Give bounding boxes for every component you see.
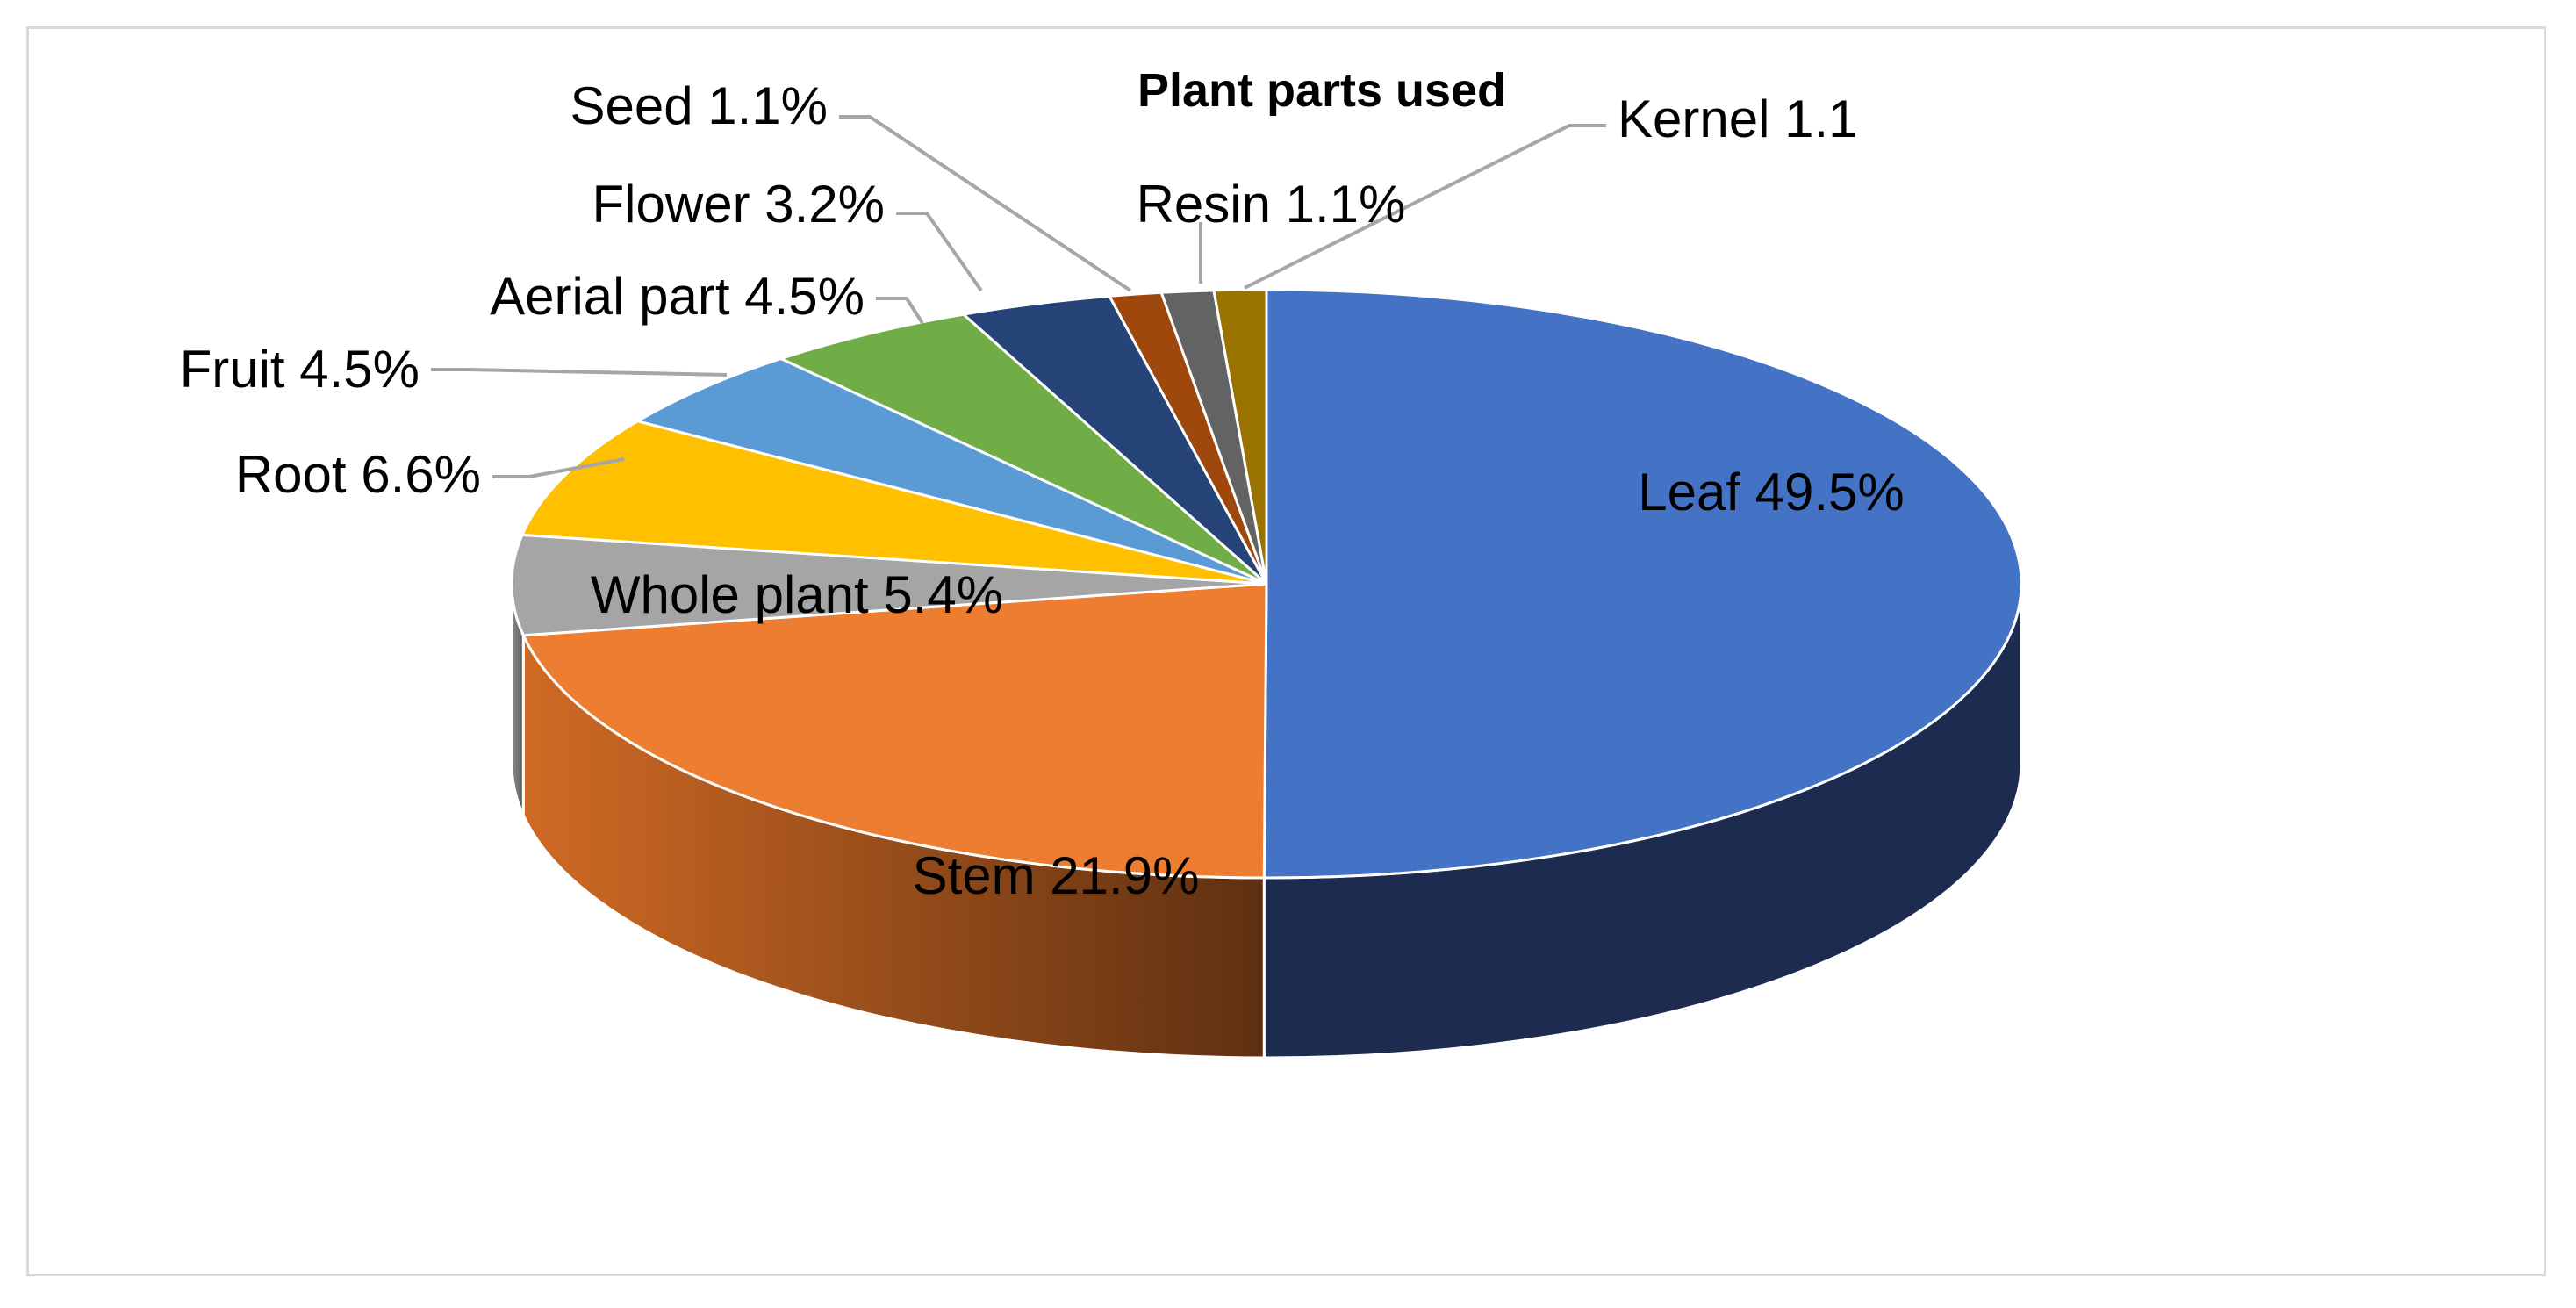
data-label-aerial-part: Aerial part 4.5% [490, 267, 865, 326]
leader-line-fruit [431, 368, 728, 377]
slice-aerial-part [779, 313, 1268, 586]
slice-root [520, 420, 1268, 586]
leader-line-aerial-part [876, 297, 924, 325]
data-label-root: Root 6.6% [235, 445, 481, 504]
data-label-stem: Stem 21.9% [913, 846, 1200, 905]
data-label-resin: Resin 1.1% [1137, 175, 1406, 234]
slice-leaf [1262, 288, 2023, 880]
leader-line-flower [896, 212, 983, 292]
data-label-fruit: Fruit 4.5% [180, 340, 420, 399]
leader-line-root [492, 457, 625, 478]
chart-title: Plant parts used [1137, 64, 1506, 117]
data-label-leaf: Leaf 49.5% [1638, 463, 1905, 521]
slice-stem [521, 582, 1268, 880]
slice-whole-plant [510, 533, 1268, 637]
pie-chart: Leaf 49.5% Stem 21.9% Whole plant 5.4% Root… [180, 64, 2023, 1060]
chart-frame: Leaf 49.5% Stem 21.9% Whole plant 5.4% Root… [26, 26, 2546, 1276]
data-label-flower: Flower 3.2% [592, 175, 885, 234]
leader-line-seed [839, 115, 1132, 292]
data-label-whole-plant: Whole plant 5.4% [591, 565, 1003, 624]
slice-kernel [1212, 288, 1268, 586]
data-label-kernel: Kernel 1.1 [1618, 90, 1858, 148]
data-label-seed: Seed 1.1% [570, 76, 828, 135]
slice-fruit [636, 357, 1268, 586]
leader-line-kernel [1244, 124, 1606, 290]
